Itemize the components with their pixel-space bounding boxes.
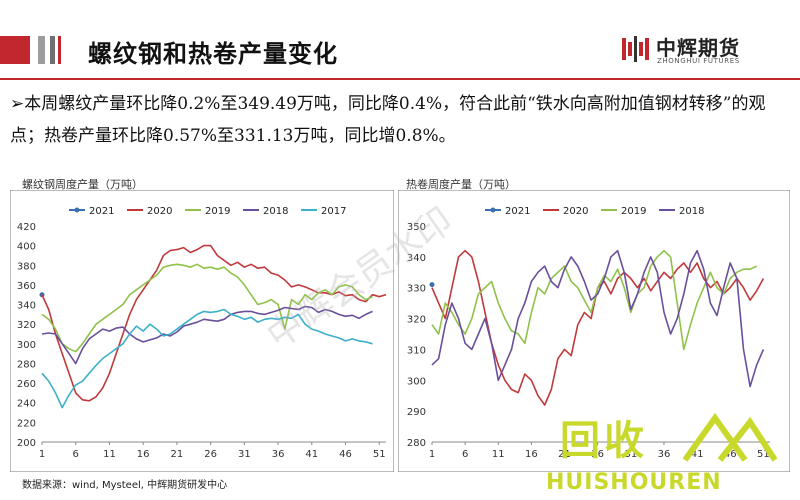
legend-label: 2021 bbox=[505, 206, 530, 217]
x-tick-label: 21 bbox=[558, 449, 571, 460]
x-tick-label: 16 bbox=[525, 449, 538, 460]
x-tick-label: 46 bbox=[339, 449, 352, 460]
x-tick-label: 21 bbox=[171, 449, 184, 460]
chart-frame bbox=[10, 190, 394, 472]
y-tick-label: 280 bbox=[17, 359, 36, 370]
x-tick-label: 1 bbox=[39, 449, 45, 460]
series-2019-line bbox=[431, 249, 758, 351]
x-tick-label: 11 bbox=[103, 449, 116, 460]
y-tick-label: 300 bbox=[17, 340, 36, 351]
legend-item: 2017 bbox=[301, 206, 346, 217]
x-tick-label: 51 bbox=[373, 449, 386, 460]
summary-bullet: ➢本周螺纹产量环比降0.2%至349.49万吨，同比降0.4%，符合此前“铁水向… bbox=[10, 88, 790, 152]
brand-watermark: 回收 HUISHOUREN bbox=[530, 400, 800, 500]
y-tick-label: 220 bbox=[17, 418, 36, 429]
summary-text: 本周螺纹产量环比降0.2%至349.49万吨，同比降0.4%，符合此前“铁水向高… bbox=[10, 94, 766, 146]
x-tick-label: 11 bbox=[492, 449, 505, 460]
y-tick-label: 290 bbox=[407, 407, 426, 418]
legend-label: 2020 bbox=[147, 206, 172, 217]
x-tick-label: 31 bbox=[238, 449, 251, 460]
header-stripe bbox=[38, 36, 45, 64]
series-2018-line bbox=[431, 249, 765, 388]
series-2020-line bbox=[41, 244, 387, 402]
legend-marker bbox=[74, 207, 80, 213]
company-logo: 中辉期货 ZHONGHUI FUTURES bbox=[620, 30, 770, 70]
y-tick-label: 280 bbox=[407, 438, 426, 449]
page-title: 螺纹钢和热卷产量变化 bbox=[88, 39, 338, 68]
y-tick-label: 320 bbox=[17, 320, 36, 331]
header-stripe bbox=[58, 36, 61, 64]
chart-title-hrc: 热卷周度产量（万吨） bbox=[406, 178, 516, 191]
legend-item: 2020 bbox=[127, 206, 172, 217]
series-2018-line bbox=[41, 305, 373, 365]
legend-label: 2018 bbox=[263, 206, 288, 217]
brand-watermark-en: HUISHOUREN bbox=[546, 470, 722, 495]
legend-label: 2021 bbox=[89, 206, 114, 217]
x-tick-label: 36 bbox=[272, 449, 285, 460]
x-tick-label: 36 bbox=[658, 449, 671, 460]
x-tick-label: 31 bbox=[624, 449, 637, 460]
x-tick-label: 16 bbox=[137, 449, 150, 460]
y-tick-label: 340 bbox=[17, 301, 36, 312]
header-divider bbox=[0, 78, 800, 80]
x-tick-label: 6 bbox=[462, 449, 468, 460]
y-tick-label: 350 bbox=[407, 222, 426, 233]
y-tick-label: 340 bbox=[407, 253, 426, 264]
x-tick-label: 6 bbox=[73, 449, 79, 460]
legend-item: 2021 bbox=[69, 206, 114, 217]
logo-subtext: ZHONGHUI FUTURES bbox=[657, 57, 740, 65]
y-tick-label: 240 bbox=[17, 399, 36, 410]
y-tick-label: 380 bbox=[17, 261, 36, 272]
brand-watermark-cn: 回收 bbox=[560, 418, 648, 464]
legend-item: 2021 bbox=[485, 206, 530, 217]
y-tick-label: 300 bbox=[407, 376, 426, 387]
y-tick-label: 260 bbox=[17, 379, 36, 390]
header-stripe bbox=[50, 36, 55, 64]
x-tick-label: 51 bbox=[757, 449, 770, 460]
x-tick-label: 26 bbox=[591, 449, 604, 460]
legend-item: 2018 bbox=[659, 206, 704, 217]
y-tick-label: 360 bbox=[17, 281, 36, 292]
y-tick-label: 200 bbox=[17, 438, 36, 449]
legend-label: 2018 bbox=[679, 206, 704, 217]
y-tick-label: 330 bbox=[407, 284, 426, 295]
y-tick-label: 310 bbox=[407, 345, 426, 356]
legend-item: 2019 bbox=[601, 206, 646, 217]
header-accent-bar bbox=[0, 36, 30, 64]
legend-item: 2018 bbox=[243, 206, 288, 217]
y-tick-label: 320 bbox=[407, 315, 426, 326]
x-tick-label: 41 bbox=[691, 449, 704, 460]
series-2021-point bbox=[429, 282, 435, 288]
x-tick-label: 46 bbox=[724, 449, 737, 460]
legend-label: 2019 bbox=[205, 206, 230, 217]
legend-label: 2017 bbox=[321, 206, 346, 217]
legend-label: 2019 bbox=[621, 206, 646, 217]
header: 螺纹钢和热卷产量变化 中辉期货 ZHONGHUI FUTURES bbox=[0, 0, 800, 70]
legend-item: 2020 bbox=[543, 206, 588, 217]
legend-label: 2020 bbox=[563, 206, 588, 217]
data-source-note: 数据来源：wind, Mysteel, 中辉期货研发中心 bbox=[22, 480, 228, 491]
logo-mark-icon bbox=[622, 36, 649, 62]
bullet-arrow-icon: ➢ bbox=[10, 94, 25, 114]
brand-logo-icon bbox=[682, 412, 778, 462]
x-tick-label: 26 bbox=[204, 449, 217, 460]
chart-title-rebar: 螺纹钢周度产量（万吨） bbox=[22, 178, 143, 191]
series-2019-line bbox=[41, 263, 373, 353]
y-tick-label: 420 bbox=[17, 222, 36, 233]
y-tick-label: 400 bbox=[17, 242, 36, 253]
legend-item: 2019 bbox=[185, 206, 230, 217]
x-tick-label: 1 bbox=[429, 449, 435, 460]
series-2017-line bbox=[41, 308, 373, 409]
logo-text: 中辉期货 bbox=[656, 36, 740, 60]
x-tick-label: 41 bbox=[305, 449, 318, 460]
legend-marker bbox=[490, 207, 496, 213]
